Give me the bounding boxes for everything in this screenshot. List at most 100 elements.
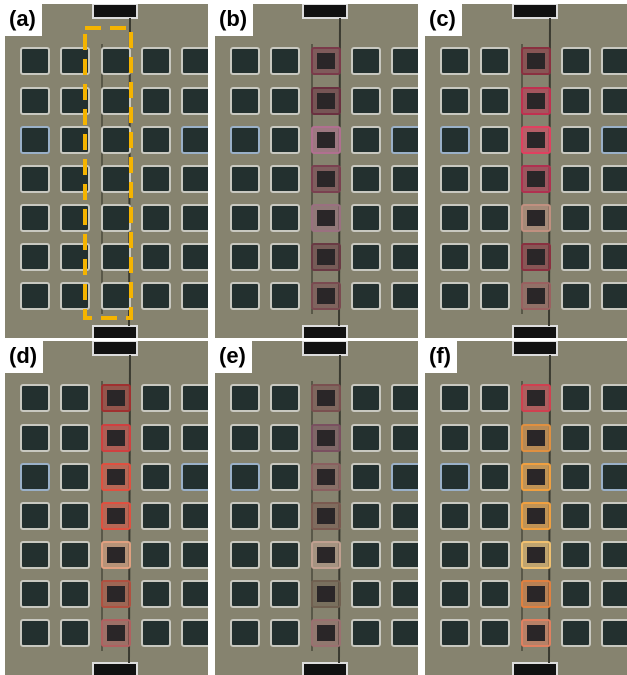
pixel-cell — [231, 425, 259, 451]
pixel-core — [107, 508, 125, 524]
pixel-cell — [352, 166, 380, 192]
pixel-cell — [352, 425, 380, 451]
pixel-cell — [602, 48, 627, 74]
pixel-cell — [441, 88, 469, 114]
pixel-cell — [392, 503, 418, 529]
pixel-cell — [61, 503, 89, 529]
pixel-cell — [562, 166, 590, 192]
pixel-cell — [102, 127, 130, 153]
pixel-cell — [231, 205, 259, 231]
pixel-cell — [392, 205, 418, 231]
pixel-cell — [602, 283, 627, 309]
slot — [93, 326, 137, 338]
pixel-cell — [392, 244, 418, 270]
pixel-cell — [142, 620, 170, 646]
pixel-cell — [231, 385, 259, 411]
slot — [303, 326, 347, 338]
pixel-cell — [21, 205, 49, 231]
pixel-cell — [392, 48, 418, 74]
pixel-cell — [21, 425, 49, 451]
pixel-cell — [142, 503, 170, 529]
pixel-cell — [21, 385, 49, 411]
pixel-cell — [441, 464, 469, 490]
pixel-cell — [182, 166, 208, 192]
pixel-cell — [602, 581, 627, 607]
pixel-cell — [602, 542, 627, 568]
pixel-cell — [21, 127, 49, 153]
pixel-cell — [21, 88, 49, 114]
pixel-cell — [481, 581, 509, 607]
pixel-cell — [271, 385, 299, 411]
pixel-core — [527, 586, 545, 602]
pixel-cell — [21, 244, 49, 270]
pixel-core — [107, 586, 125, 602]
pixel-cell — [21, 503, 49, 529]
pixel-cell — [102, 48, 130, 74]
slot — [513, 326, 557, 338]
pixel-cell — [562, 620, 590, 646]
pixel-cell — [142, 385, 170, 411]
pixel-cell — [392, 88, 418, 114]
photo — [215, 341, 418, 675]
pixel-cell — [441, 166, 469, 192]
pixel-core — [317, 210, 335, 226]
pixel-cell — [602, 385, 627, 411]
pixel-cell — [352, 620, 380, 646]
pixel-cell — [441, 48, 469, 74]
photo — [5, 4, 208, 338]
pixel-cell — [392, 127, 418, 153]
pixel-cell — [21, 48, 49, 74]
pixel-cell — [21, 166, 49, 192]
pixel-cell — [142, 464, 170, 490]
pixel-cell — [562, 48, 590, 74]
pixel-core — [527, 390, 545, 406]
pixel-cell — [441, 244, 469, 270]
pixel-core — [107, 469, 125, 485]
pixel-cell — [142, 88, 170, 114]
pixel-core — [317, 288, 335, 304]
pixel-cell — [352, 542, 380, 568]
pixel-core — [527, 171, 545, 187]
pixel-cell — [182, 88, 208, 114]
slot — [93, 4, 137, 18]
pixel-cell — [392, 464, 418, 490]
pixel-cell — [182, 581, 208, 607]
pixel-cell — [562, 464, 590, 490]
pixel-cell — [61, 425, 89, 451]
pixel-cell — [231, 88, 259, 114]
pixel-core — [527, 132, 545, 148]
photo — [425, 341, 627, 675]
pixel-cell — [441, 205, 469, 231]
pixel-cell — [271, 88, 299, 114]
pixel-cell — [481, 464, 509, 490]
pixel-cell — [392, 542, 418, 568]
pixel-cell — [182, 283, 208, 309]
pixel-cell — [562, 283, 590, 309]
pixel-core — [317, 586, 335, 602]
slot — [303, 4, 347, 18]
pixel-cell — [602, 166, 627, 192]
pixel-cell — [271, 464, 299, 490]
pixel-cell — [352, 464, 380, 490]
pixel-cell — [61, 542, 89, 568]
pixel-cell — [352, 127, 380, 153]
panel-label: (d) — [5, 341, 43, 373]
pixel-cell — [481, 425, 509, 451]
pixel-cell — [481, 283, 509, 309]
pixel-core — [527, 288, 545, 304]
pixel-core — [107, 625, 125, 641]
pixel-cell — [142, 425, 170, 451]
pixel-cell — [21, 581, 49, 607]
pixel-cell — [182, 244, 208, 270]
pixel-cell — [182, 620, 208, 646]
pixel-cell — [21, 464, 49, 490]
pixel-cell — [392, 620, 418, 646]
pixel-cell — [562, 127, 590, 153]
pixel-cell — [182, 385, 208, 411]
pixel-cell — [441, 503, 469, 529]
pixel-cell — [142, 166, 170, 192]
pixel-core — [107, 390, 125, 406]
slot — [93, 663, 137, 675]
slot — [93, 341, 137, 355]
pixel-cell — [182, 48, 208, 74]
